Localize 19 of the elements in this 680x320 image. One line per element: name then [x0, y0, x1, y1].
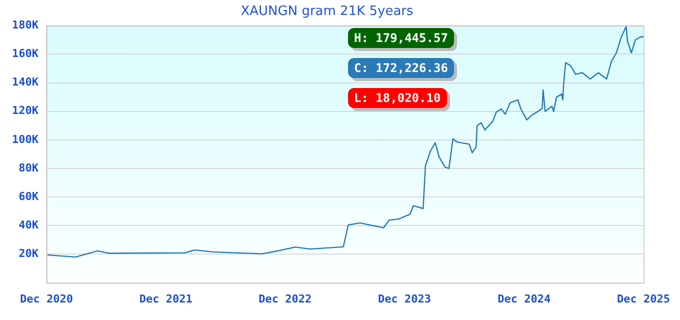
x-tick-label: Dec 2023: [378, 292, 431, 306]
x-tick-label: Dec 2022: [258, 292, 312, 306]
y-tick-label: 160K: [12, 47, 39, 60]
y-tick-label: 140K: [12, 76, 39, 89]
y-tick-label: 60K: [18, 190, 39, 203]
x-tick-label: Dec 2025: [617, 292, 670, 306]
y-tick-label: 100K: [12, 132, 39, 146]
x-tick-label: Dec 2020: [20, 292, 73, 306]
x-tick-label: Dec 2024: [498, 292, 552, 306]
annotation: H: 179,445.57: [348, 28, 454, 48]
y-tick-label: 80K: [18, 161, 39, 174]
y-tick-label: 20K: [18, 247, 39, 260]
y-tick-label: 40K: [18, 218, 39, 232]
x-tick-label: Dec 2021: [139, 292, 193, 306]
y-tick-label: 120K: [12, 104, 39, 118]
annotation: C: 172,226.36: [348, 58, 454, 78]
y-tick-label: 180K: [12, 18, 39, 32]
annotation: L: 18,020.10: [348, 88, 447, 108]
chart-title: XAUNGN gram 21K 5years: [240, 4, 414, 20]
